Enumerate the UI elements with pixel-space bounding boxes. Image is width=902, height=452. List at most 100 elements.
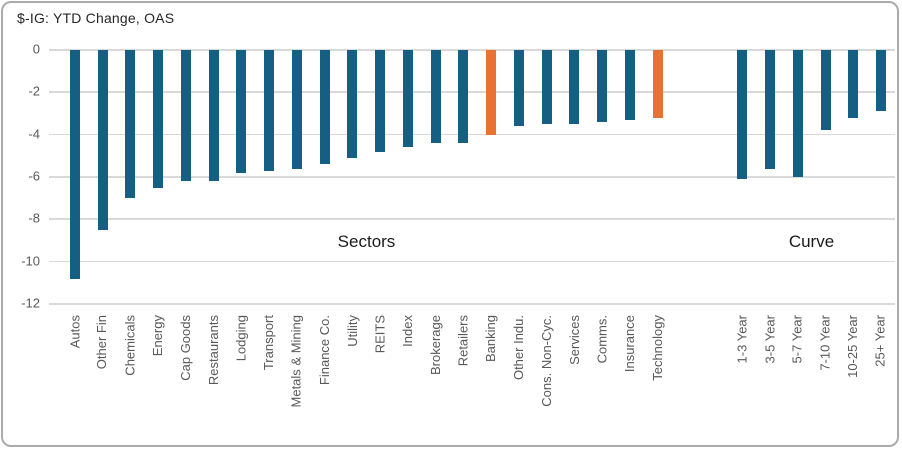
bar[interactable] [69,50,80,279]
x-axis-label: Other Fin [94,315,110,370]
bar[interactable] [737,50,748,180]
x-axis-label: Autos [66,315,82,349]
bar-column: 3-5 Year [756,49,784,363]
bar[interactable] [125,50,136,199]
bar[interactable] [541,50,552,125]
bar-column: Brokerage [422,49,450,375]
x-axis-label: Transport [261,315,277,371]
bar-column: REITS [366,49,394,353]
bar[interactable] [765,50,776,169]
x-axis-label: 5-7 Year [789,315,805,364]
bar-column: Services [561,49,589,365]
bar[interactable] [652,50,663,118]
gridline [49,218,895,220]
x-axis-label: Cap Goods [177,315,193,381]
bar-column: 25+ Year [867,49,895,367]
x-axis-label: Banking [483,315,499,362]
y-axis-tick-label: -6 [28,168,40,184]
bar-column: Cons. Non-Cyc. [533,49,561,407]
bar[interactable] [486,50,497,135]
bar-column: Technology [644,49,672,381]
bar[interactable] [264,50,275,171]
bar-column: Index [394,49,422,347]
bar[interactable] [402,50,413,148]
bar-column: Restaurants [200,49,228,385]
bar[interactable] [569,50,580,125]
x-axis-label: Utility [344,315,360,347]
x-axis-label: Chemicals [122,315,138,376]
x-axis-label: REITS [372,315,388,354]
gridline [49,49,895,51]
bar[interactable] [180,50,191,182]
bar-column: Transport [255,49,283,370]
x-axis-label: Metals & Mining [288,315,304,408]
bar-column: 7-10 Year [812,49,840,371]
gridline [49,303,895,305]
y-axis: 0 -2 -4 -6 -8 -10 -12 [3,42,43,311]
x-axis-label: Retailers [455,315,471,367]
bar[interactable] [820,50,831,131]
bar-column: Other Indu. [505,49,533,380]
bar-column: Cap Goods [172,49,200,381]
x-axis-label: 1-3 Year [734,315,750,364]
gridline [49,91,895,93]
bar-column: Utility [339,49,367,347]
bar[interactable] [236,50,247,173]
y-axis-tick-label: -4 [28,126,40,142]
x-axis-label: Other Indu. [510,315,526,381]
group-label-curve: Curve [788,232,835,251]
bars-row: Autos Other Fin Chemicals Energy Cap Goods Re… [49,49,895,407]
bar-column: Other Fin [89,49,117,369]
bar[interactable] [97,50,108,230]
bar-column: Insurance [616,49,644,372]
x-axis-label: Restaurants [205,315,221,386]
bar[interactable] [597,50,608,122]
bar-column: 1-3 Year [728,49,756,363]
bar[interactable] [319,50,330,165]
y-axis-tick-label: -8 [28,210,40,226]
bar[interactable] [430,50,441,144]
gridline [49,133,895,136]
x-axis-label: Index [399,315,415,347]
bar[interactable] [792,50,803,177]
y-axis-tick-label: -2 [28,83,40,99]
bar-column: Comms. [588,49,616,363]
group-gap [672,49,729,303]
bar[interactable] [153,50,164,188]
gridline [49,176,895,178]
bar[interactable] [513,50,524,127]
x-axis-label: Insurance [621,315,637,373]
chart-title: $-IG: YTD Change, OAS [17,10,175,26]
bar-column: Finance Co. [311,49,339,385]
bar-column: 10-25 Year [839,49,867,378]
bar[interactable] [375,50,386,152]
bar[interactable] [848,50,859,118]
bar[interactable] [208,50,219,182]
x-axis-label: 3-5 Year [762,315,778,364]
bar[interactable] [624,50,635,120]
y-axis-tick-label: -12 [21,295,40,311]
x-axis-label: Cons. Non-Cyc. [538,315,554,407]
y-axis-tick-label: 0 [32,41,40,57]
x-axis-label: Lodging [233,315,249,362]
x-axis-label: Finance Co. [316,315,332,386]
x-axis-label: Technology [649,315,665,381]
x-axis-label: Services [566,315,582,365]
x-axis-label: 25+ Year [873,315,889,367]
bar[interactable] [876,50,887,112]
gridline [49,260,895,263]
bar-column: Energy [144,49,172,356]
x-axis-label: 7-10 Year [817,315,833,371]
x-axis-label: Comms. [594,315,610,364]
x-axis-label: Brokerage [427,315,443,375]
x-axis-label: Energy [150,315,166,357]
bar[interactable] [291,50,302,169]
x-axis-label: 10-25 Year [845,315,861,378]
bar-column: Retailers [450,49,478,366]
bar[interactable] [458,50,469,144]
bar-column: Banking [477,49,505,362]
bar[interactable] [347,50,358,158]
bar-column: Chemicals [117,49,145,376]
group-label-sectors: Sectors [337,232,396,251]
